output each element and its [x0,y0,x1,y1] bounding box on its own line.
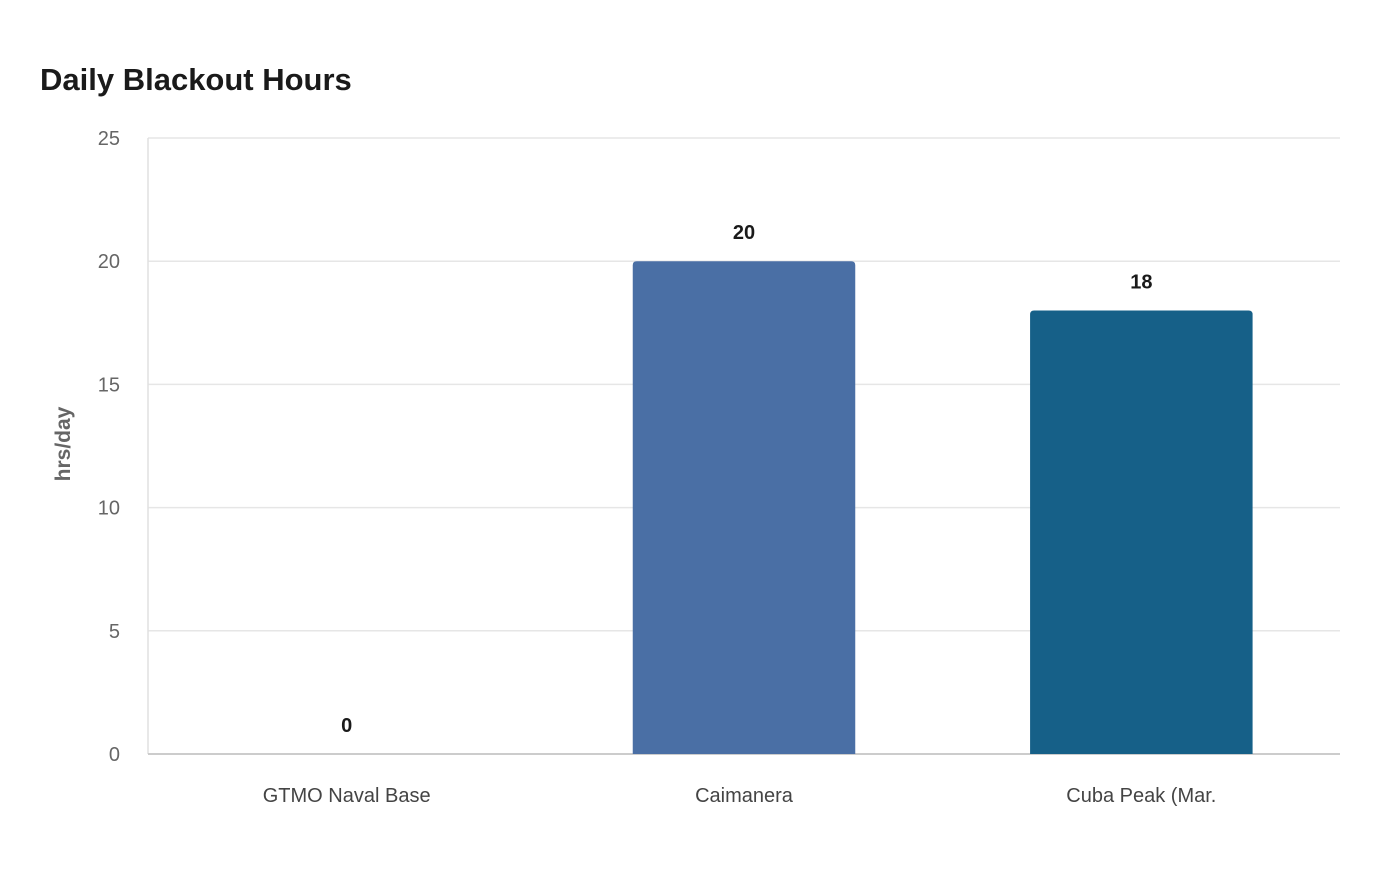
data-label: 0 [341,715,352,737]
y-axis-ticks: 0 5 10 15 20 25 [98,128,120,766]
data-label: 18 [1130,271,1152,293]
y-tick-label: 15 [98,374,120,396]
data-label: 20 [733,222,755,244]
bars [632,261,1253,754]
y-tick-label: 0 [109,744,120,766]
data-labels: 0 20 18 [341,222,1152,737]
y-axis-title: hrs/day [52,406,75,481]
y-tick-label: 20 [98,251,120,273]
y-tick-label: 10 [98,498,120,520]
bar [1030,310,1253,754]
y-tick-label: 5 [109,621,120,643]
chart-title: Daily Blackout Hours [40,62,352,97]
category-label: GTMO Naval Base [263,785,431,807]
category-label: Caimanera [695,785,794,807]
category-label: Cuba Peak (Mar. [1066,785,1216,807]
y-tick-label: 25 [98,128,120,150]
bar [632,261,856,754]
category-labels: GTMO Naval Base Caimanera Cuba Peak (Mar. [263,785,1217,807]
